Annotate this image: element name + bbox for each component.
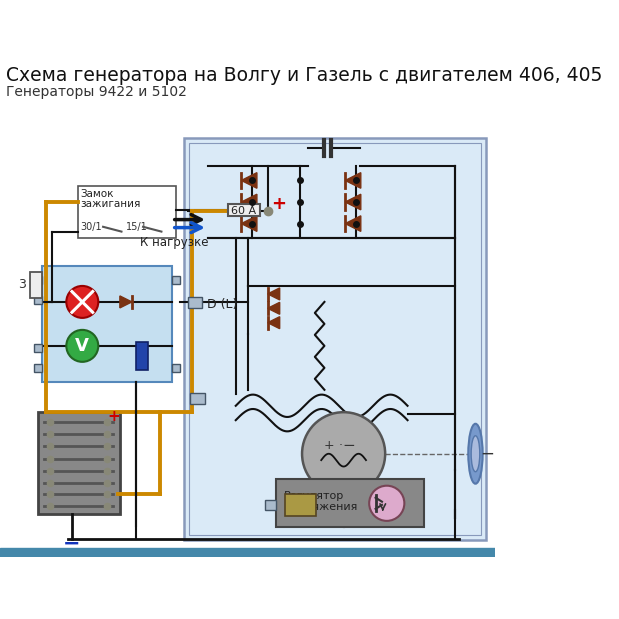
Text: Регулятор: Регулятор (284, 491, 344, 501)
Text: +: + (271, 196, 286, 214)
Bar (136, 342, 148, 370)
Bar (33, 297, 41, 305)
Text: ·: · (339, 439, 342, 452)
Text: +: + (324, 439, 334, 452)
Polygon shape (267, 317, 280, 329)
Polygon shape (241, 194, 257, 210)
Text: напряжения: напряжения (284, 501, 357, 512)
Polygon shape (241, 216, 257, 232)
Circle shape (369, 486, 404, 521)
Text: 60 A: 60 A (231, 206, 256, 216)
Text: Схема генератора на Волгу и Газель с двигателем 406, 405: Схема генератора на Волгу и Газель с дви… (6, 66, 603, 85)
Text: 15/1: 15/1 (126, 222, 147, 232)
Text: 3: 3 (18, 278, 25, 291)
Text: D (L): D (L) (207, 298, 237, 311)
Text: +: + (107, 409, 120, 424)
Polygon shape (267, 288, 280, 300)
Bar (41, 266, 172, 382)
Text: Генераторы 9422 и 5102: Генераторы 9422 и 5102 (6, 85, 188, 98)
Text: К нагрузке: К нагрузке (140, 236, 209, 249)
Text: Замок: Замок (80, 189, 115, 199)
Bar (285, 494, 316, 516)
Bar (0, 548, 495, 557)
Bar (38, 412, 120, 514)
Bar (188, 297, 202, 308)
Bar (172, 276, 180, 284)
Text: зажигания: зажигания (80, 199, 141, 209)
Bar (228, 204, 260, 217)
Polygon shape (345, 194, 361, 210)
Polygon shape (345, 173, 361, 188)
Bar (184, 138, 486, 540)
Bar (33, 276, 41, 284)
Text: V: V (76, 337, 89, 355)
Bar (189, 143, 481, 535)
Bar (77, 186, 176, 238)
Ellipse shape (471, 436, 480, 472)
Polygon shape (241, 173, 257, 188)
Text: −: − (480, 444, 494, 463)
Ellipse shape (468, 424, 483, 483)
Text: −: − (342, 438, 355, 453)
Text: −: − (63, 534, 80, 553)
Bar (264, 500, 275, 509)
Bar (30, 272, 41, 298)
Circle shape (302, 412, 385, 495)
Circle shape (66, 330, 98, 362)
Bar (275, 479, 423, 527)
Polygon shape (120, 296, 132, 308)
Bar (33, 344, 41, 352)
Polygon shape (267, 302, 280, 314)
Polygon shape (345, 216, 361, 232)
Bar (33, 364, 41, 372)
Text: 30/1: 30/1 (80, 222, 102, 232)
Circle shape (66, 286, 98, 318)
Bar (172, 364, 180, 372)
Bar (190, 393, 204, 404)
